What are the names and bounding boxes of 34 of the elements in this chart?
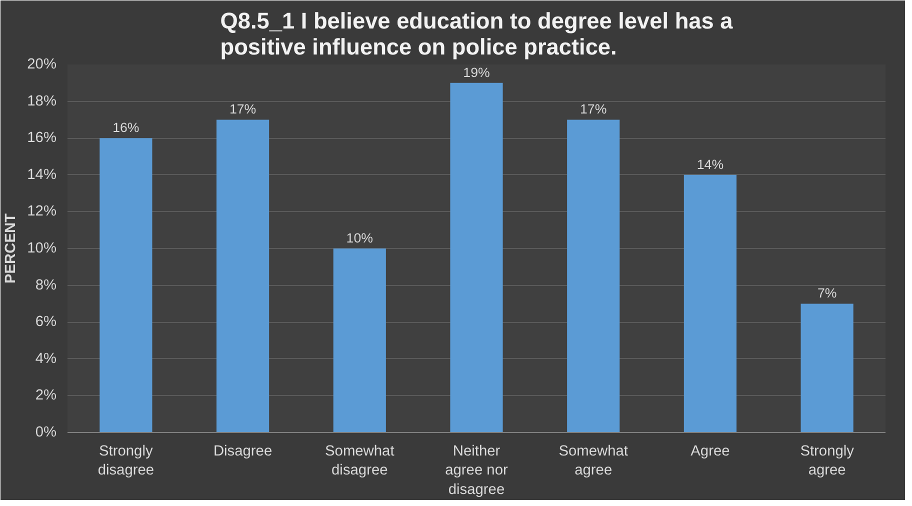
data-label: 17% — [229, 102, 256, 117]
y-tick-label: 18% — [27, 93, 57, 110]
bar — [800, 304, 854, 432]
chart-title: Q8.5_1 I believe education to degree level has a positive influence on police practice. — [220, 8, 734, 60]
y-axis-title: PERCENT — [3, 213, 20, 284]
x-tick-label: Somewhat disagree — [325, 444, 394, 479]
bar — [567, 120, 620, 432]
x-tick-label: Strongly disagree — [98, 444, 154, 479]
y-tick-label: 12% — [27, 204, 57, 220]
y-tick-label: 10% — [27, 240, 57, 256]
data-label: 17% — [580, 102, 607, 117]
x-tick-label: Agree — [690, 444, 730, 460]
y-tick-label: 4% — [35, 350, 57, 367]
y-tick-label: 8% — [35, 277, 57, 294]
bar — [684, 174, 737, 432]
x-tick-label: Neither agree nor disagree — [445, 444, 508, 498]
data-label: 10% — [346, 230, 374, 246]
y-tick-label: 20% — [27, 56, 57, 72]
x-tick-label: Strongly agree — [800, 444, 855, 479]
bar — [100, 138, 152, 432]
y-tick-label: 0% — [35, 424, 57, 440]
x-tick-label: Somewhat agree — [558, 444, 628, 479]
y-tick-label: 6% — [35, 314, 57, 330]
data-label: 14% — [696, 156, 724, 172]
bar — [216, 120, 270, 432]
y-tick-label: 14% — [27, 166, 57, 183]
data-label: 19% — [463, 64, 490, 80]
bar — [450, 82, 503, 432]
data-label: 7% — [817, 286, 837, 301]
x-tick-label: Disagree — [213, 444, 272, 460]
data-label: 16% — [112, 120, 140, 136]
bar — [333, 248, 386, 432]
y-tick-label: 16% — [27, 130, 57, 146]
y-tick-label: 2% — [35, 388, 57, 404]
